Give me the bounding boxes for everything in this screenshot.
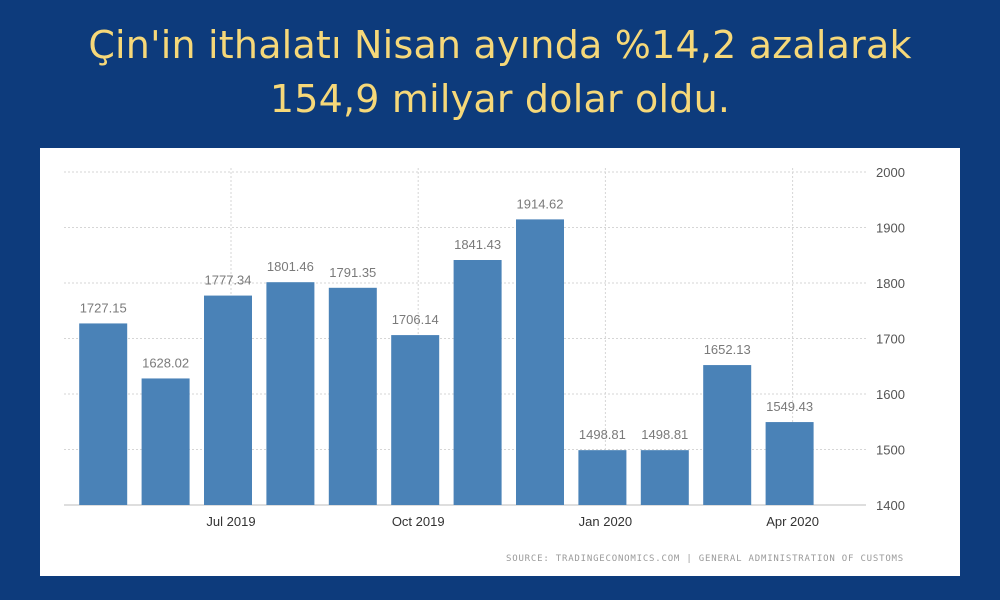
bar [204,295,252,505]
bar [640,450,689,505]
headline-line-1: Çin'in ithalatı Nisan ayında %14,2 azala… [88,23,912,67]
source-note: SOURCE: TRADINGECONOMICS.COM | GENERAL A… [506,554,904,564]
data-label: 1791.35 [329,265,376,280]
bar [266,282,315,505]
y-axis-ticks: 1400 1500 1600 1700 1800 1900 2000 [876,165,905,513]
data-label: 1841.43 [454,237,501,252]
data-label: 1549.43 [766,399,813,414]
bar [453,260,502,505]
bar [765,422,814,505]
y-tick-label: 1400 [876,498,905,513]
bar [391,335,440,505]
y-tick-label: 1900 [876,221,905,236]
data-label: 1777.34 [205,273,252,288]
data-label: 1727.15 [80,300,127,315]
y-tick-label: 1700 [876,332,905,347]
data-label: 1801.46 [267,259,314,274]
y-tick-label: 1500 [876,443,905,458]
x-tick-label: Apr 2020 [766,514,819,529]
data-label: 1652.13 [704,342,751,357]
y-tick-label: 1600 [876,387,905,402]
headline: Çin'in ithalatı Nisan ayında %14,2 azala… [0,18,1000,126]
data-label: 1498.81 [579,427,626,442]
headline-line-2: 154,9 milyar dolar oldu. [269,77,731,121]
bar [578,450,627,505]
bar [141,378,190,505]
x-tick-label: Oct 2019 [392,514,445,529]
bar [703,365,752,505]
bars [79,219,814,505]
y-tick-label: 1800 [876,276,905,291]
x-tick-label: Jan 2020 [579,514,633,529]
bar [516,219,564,505]
bar [79,323,128,505]
y-tick-label: 2000 [876,165,905,180]
bar-chart: 1727.15 1628.02 1777.34 1801.46 1791.35 1706.… [64,165,905,529]
x-axis-ticks: Jul 2019 Oct 2019 Jan 2020 Apr 2020 [206,514,819,529]
bar [328,287,377,505]
data-label: 1914.62 [517,196,564,211]
x-tick-label: Jul 2019 [206,514,255,529]
chart-card: 1727.15 1628.02 1777.34 1801.46 1791.35 1706.… [40,148,960,576]
data-label: 1706.14 [392,312,439,327]
data-label: 1628.02 [142,355,189,370]
data-labels: 1727.15 1628.02 1777.34 1801.46 1791.35 1706.… [80,196,813,442]
data-label: 1498.81 [641,427,688,442]
